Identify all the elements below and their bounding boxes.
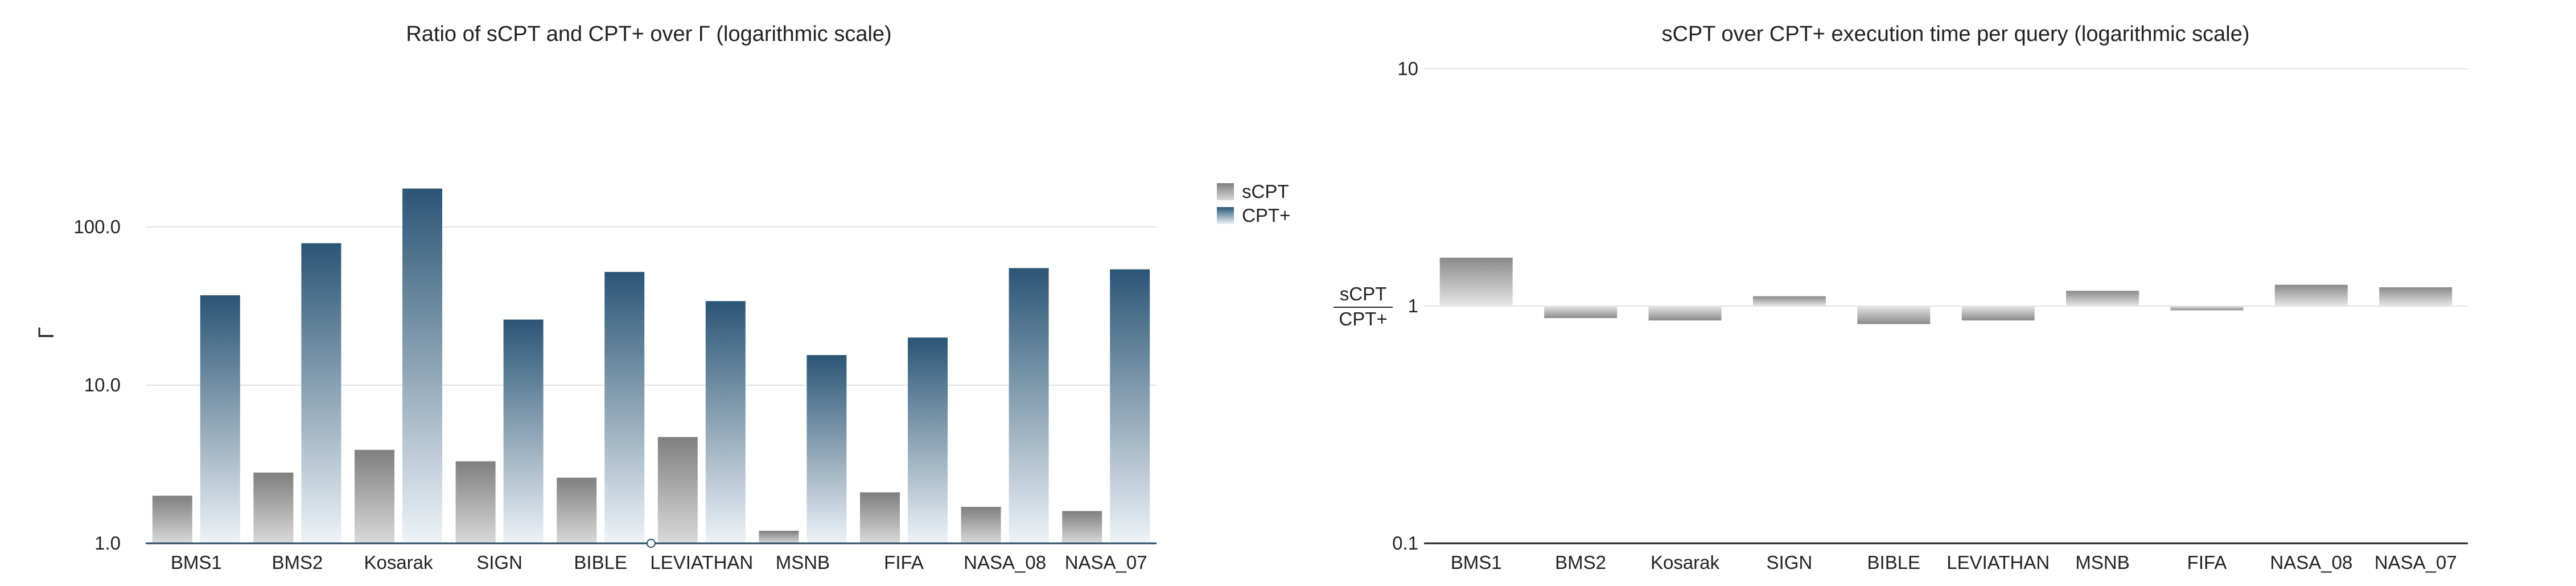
chart1-category-label: Kosarak [364, 552, 433, 573]
chart1-bar-cptplus-kosarak [402, 188, 442, 543]
chart2-title: sCPT over CPT+ execution time per query … [1661, 22, 2249, 46]
chart1-y-axis-label: Γ [35, 327, 59, 339]
chart2-category-label: NASA_07 [2375, 552, 2457, 573]
chart1-legend: sCPT CPT+ [1217, 181, 1290, 226]
chart1-category-label: LEVIATHAN [650, 552, 753, 573]
chart2-bar-nasa_07 [2379, 287, 2452, 306]
chart1-bar-scpt-nasa_08 [961, 506, 1001, 543]
chart1-category-labels: BMS1 BMS2 Kosarak SIGN BIBLE LEVIATHAN MSNB FIF… [171, 552, 1147, 573]
chart2-bar-fifa [2170, 306, 2244, 311]
chart1-axis-marker [647, 539, 656, 548]
chart1-bar-scpt-leviathan [657, 437, 698, 543]
chart1-bar-scpt-bible [557, 477, 597, 543]
chart1-title: Ratio of sCPT and CPT+ over Γ (logarithm… [406, 22, 891, 46]
chart2-category-label: BIBLE [1867, 552, 1921, 573]
chart1-y-tick-label: 100.0 [73, 216, 121, 237]
chart2-bar-leviathan [1961, 306, 2035, 321]
chart2-category-label: MSNB [2075, 552, 2129, 573]
chart1-y-tick-label: 1.0 [94, 533, 121, 554]
chart1-bar-scpt-bms2 [253, 472, 294, 543]
chart2-gridlines [1424, 68, 2468, 307]
chart1-bar-scpt-sign [455, 461, 496, 543]
chart2-bar-kosarak [1648, 306, 1722, 321]
chart2-bar-nasa_08 [2274, 284, 2348, 306]
chart1-category-label: BIBLE [574, 552, 627, 573]
chart2-y-tick-label: 0.1 [1392, 533, 1418, 554]
chart2-bar-msnb [2066, 291, 2139, 306]
chart1-bar-cptplus-leviathan [705, 301, 746, 543]
chart2-y-tick-labels: 0.1 1 10 [1392, 58, 1418, 554]
chart1-bar-cptplus-sign [503, 319, 544, 543]
legend-swatch-scpt [1217, 183, 1234, 200]
chart1-bar-cptplus-nasa_08 [1009, 268, 1049, 543]
chart1-category-label: FIFA [884, 552, 924, 573]
chart2-y-axis-label: sCPT CPT+ [1334, 283, 1393, 329]
chart2-category-label: NASA_08 [2270, 552, 2352, 573]
chart1-bars [152, 188, 1150, 543]
chart1-category-label: NASA_08 [964, 552, 1046, 573]
chart1-category-label: SIGN [476, 552, 522, 573]
chart1-bar-scpt-bms1 [152, 496, 192, 543]
chart2-bars [1439, 257, 2452, 324]
chart1-category-label: NASA_07 [1065, 552, 1147, 573]
chart2-category-labels: BMS1 BMS2 Kosarak SIGN BIBLE LEVIATHAN MSNB FIF… [1451, 552, 2457, 573]
chart1-bar-cptplus-bms2 [301, 243, 341, 543]
gamma-ratio-chart: Ratio of sCPT and CPT+ over Γ (logarithm… [35, 22, 1290, 573]
chart1-y-tick-label: 10.0 [84, 374, 121, 395]
chart1-category-label: MSNB [776, 552, 830, 573]
chart1-bar-scpt-fifa [860, 492, 900, 543]
chart1-category-label: BMS2 [271, 552, 323, 573]
chart1-bar-cptplus-bible [604, 271, 645, 543]
chart2-category-label: BMS2 [1555, 552, 1606, 573]
chart2-y-label-denominator: CPT+ [1339, 308, 1387, 329]
chart2-bar-bms2 [1544, 306, 1618, 319]
chart1-bar-scpt-msnb [759, 530, 799, 543]
chart2-category-label: FIFA [2187, 552, 2227, 573]
chart1-bar-scpt-kosarak [355, 449, 394, 543]
chart1-bar-cptplus-fifa [908, 337, 948, 543]
chart2-y-tick-label: 10 [1397, 58, 1418, 79]
chart1-bar-scpt-nasa_07 [1062, 511, 1102, 543]
chart2-bar-sign [1752, 296, 1826, 306]
chart1-bar-cptplus-bms1 [200, 295, 240, 543]
chart2-category-label: Kosarak [1651, 552, 1720, 573]
chart1-gridlines [146, 226, 1157, 386]
legend-label-cptplus: CPT+ [1242, 205, 1290, 226]
execution-time-chart: sCPT over CPT+ execution time per query … [1334, 22, 2468, 573]
chart2-bar-bible [1857, 306, 1931, 324]
chart2-category-label: SIGN [1767, 552, 1813, 573]
chart2-category-label: LEVIATHAN [1947, 552, 2050, 573]
chart1-bar-cptplus-msnb [806, 355, 847, 543]
chart1-category-label: BMS1 [171, 552, 222, 573]
chart2-bar-bms1 [1439, 257, 1513, 306]
chart2-y-label-numerator: sCPT [1340, 283, 1387, 304]
legend-swatch-cptplus [1217, 207, 1234, 224]
chart2-category-label: BMS1 [1451, 552, 1502, 573]
chart1-y-tick-labels: 1.0 10.0 100.0 [73, 216, 121, 554]
chart2-y-tick-label: 1 [1408, 295, 1418, 316]
chart1-bar-cptplus-nasa_07 [1110, 269, 1150, 543]
legend-label-scpt: sCPT [1242, 181, 1289, 202]
